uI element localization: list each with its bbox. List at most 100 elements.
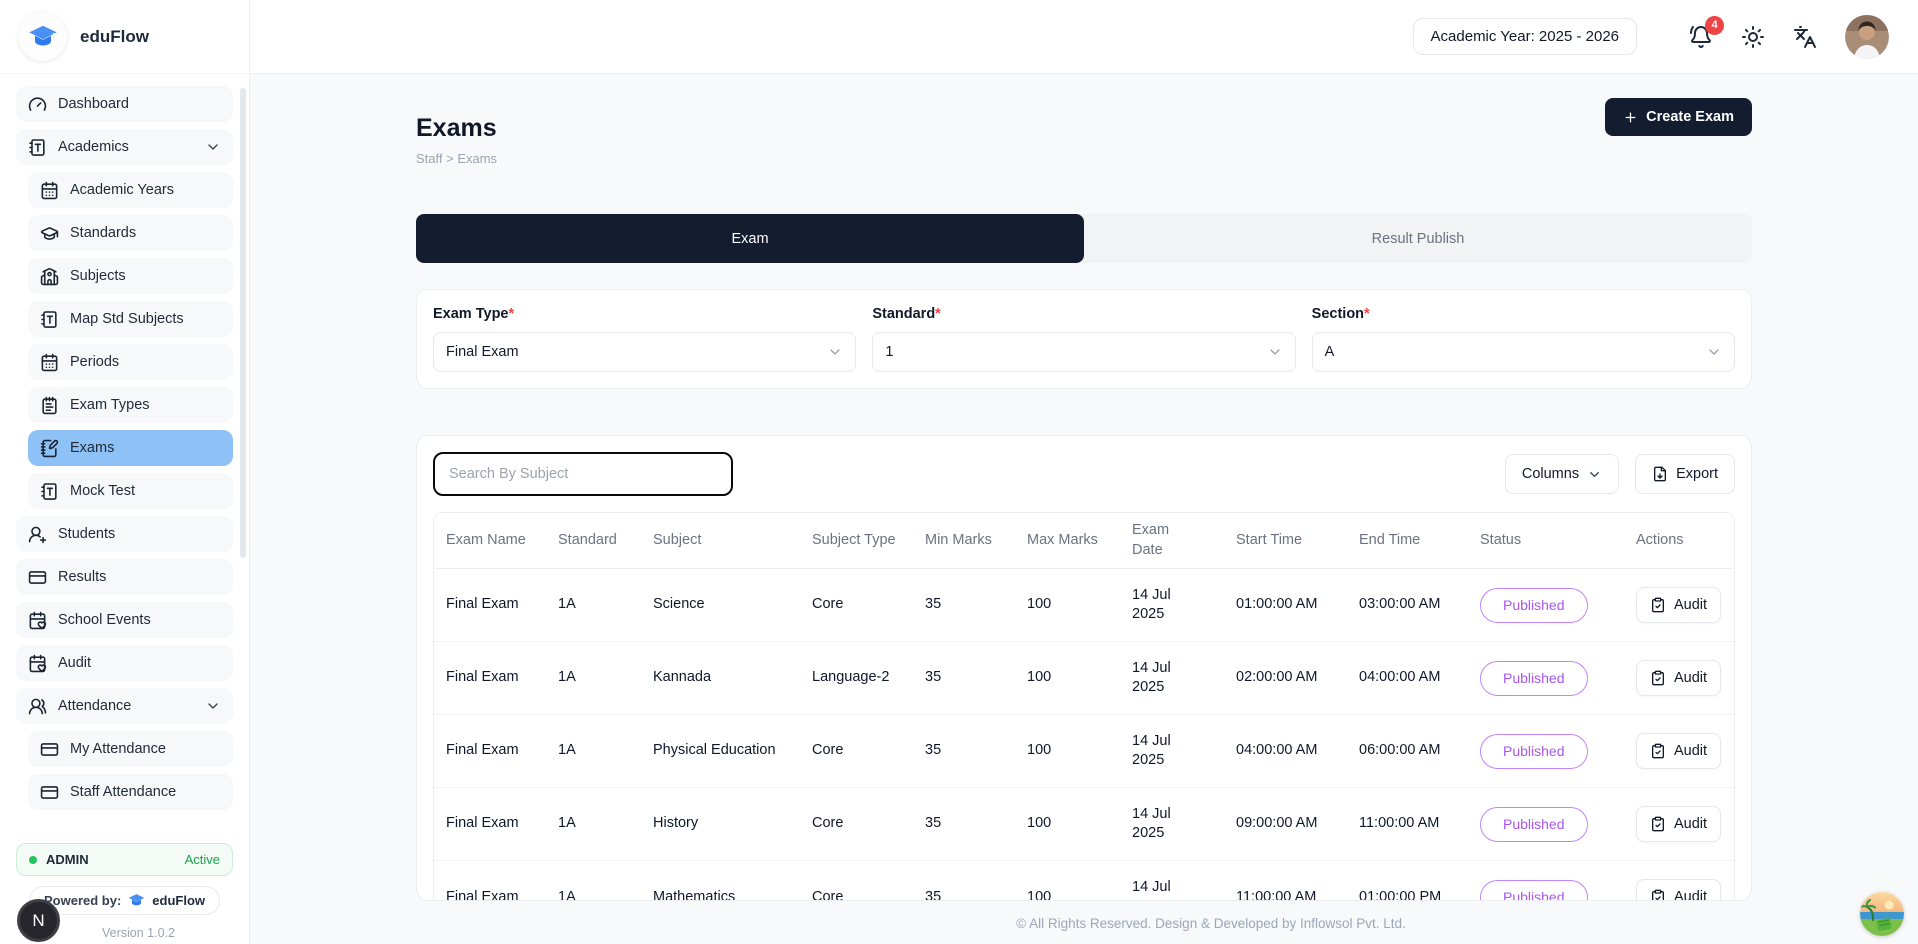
cell-start-time: 11:00:00 AM <box>1224 860 1347 900</box>
tab-bar: Exam Result Publish <box>416 214 1752 263</box>
clipboard-check-icon <box>1650 670 1666 686</box>
standard-select[interactable]: 1 <box>872 332 1296 372</box>
sidebar-item-academic-years[interactable]: Academic Years <box>28 172 233 208</box>
clipboard-check-icon <box>1650 597 1666 613</box>
sidebar-item-school-events[interactable]: School Events <box>16 602 233 638</box>
status-badge: Published <box>1480 660 1588 696</box>
table-row: Final Exam 1A Physical Education Core 35 100 1… <box>434 714 1734 789</box>
status-badge: Published <box>1480 879 1588 900</box>
sidebar-item-results[interactable]: Results <box>16 559 233 595</box>
exams-table-card: Columns Export <box>416 435 1752 901</box>
cell-subject-type: Language-2 <box>800 641 913 716</box>
calendar-days-icon <box>40 353 59 372</box>
sidebar-item-periods[interactable]: Periods <box>28 344 233 380</box>
admin-status-pill[interactable]: ADMIN Active <box>16 843 233 876</box>
cell-exam-name: Final Exam <box>434 641 546 716</box>
cell-standard: 1A <box>546 568 641 643</box>
sidebar-item-exams[interactable]: Exams <box>28 430 233 466</box>
columns-button[interactable]: Columns <box>1504 454 1620 494</box>
sidebar-item-students[interactable]: Students <box>16 516 233 552</box>
language-button[interactable] <box>1793 25 1817 49</box>
inflowsol-logo[interactable] <box>1860 892 1904 936</box>
cell-max-marks: 100 <box>1015 714 1120 789</box>
sidebar-item-dashboard[interactable]: Dashboard <box>16 86 233 122</box>
credit-card-icon <box>40 783 59 802</box>
eduflow-mini-logo-icon <box>128 892 145 909</box>
graduation-cap-icon <box>40 224 59 243</box>
breadcrumb: Staff > Exams <box>416 151 498 166</box>
column-header-end-time: End Time <box>1347 513 1468 570</box>
audit-button[interactable]: Audit <box>1636 587 1722 624</box>
sidebar-item-map-std-subjects[interactable]: Map Std Subjects <box>28 301 233 337</box>
required-mark: * <box>508 306 515 322</box>
standard-label: Standard* <box>872 306 941 322</box>
book-text-icon <box>40 482 59 501</box>
book-text-icon <box>40 310 59 329</box>
page-title: Exams <box>416 114 497 142</box>
audit-button[interactable]: Audit <box>1636 806 1722 843</box>
cell-min-marks: 35 <box>913 641 1015 716</box>
filter-panel: Exam Type* Final Exam Standard* 1 <box>416 289 1752 389</box>
cell-subject-type: Core <box>800 568 913 643</box>
academic-year-selector[interactable]: Academic Year: 2025 - 2026 <box>1412 18 1637 55</box>
notifications-button[interactable]: 4 <box>1689 15 1724 49</box>
brand-name: eduFlow <box>80 26 149 46</box>
required-mark: * <box>935 306 941 322</box>
sidebar-item-mock-test[interactable]: Mock Test <box>28 473 233 509</box>
cell-end-time: 03:00:00 AM <box>1347 568 1468 643</box>
cell-max-marks: 100 <box>1015 787 1120 862</box>
tab-result-publish[interactable]: Result Publish <box>1371 230 1465 247</box>
admin-status-text: Active <box>184 852 220 867</box>
user-avatar[interactable] <box>1845 14 1889 59</box>
theme-toggle-button[interactable] <box>1741 25 1765 49</box>
column-header-actions: Actions <box>1624 513 1734 570</box>
clipboard-check-icon <box>1650 816 1666 832</box>
plus-icon <box>1623 110 1638 125</box>
sidebar-item-attendance[interactable]: Attendance <box>16 688 233 724</box>
table-header-row: Exam Name Standard Subject Subject Type Min … <box>434 513 1734 570</box>
cell-start-time: 01:00:00 AM <box>1224 568 1347 643</box>
required-mark: * <box>1364 306 1370 322</box>
sidebar-item-my-attendance[interactable]: My Attendance <box>28 731 233 767</box>
sidebar-item-academics[interactable]: Academics <box>16 129 233 165</box>
calendar-days-icon <box>40 181 59 200</box>
sidebar-item-subjects[interactable]: Subjects <box>28 258 233 294</box>
cell-exam-name: Final Exam <box>434 568 546 643</box>
clipboard-check-icon <box>1650 889 1666 900</box>
sidebar-item-standards[interactable]: Standards <box>28 215 233 251</box>
cell-exam-date: 14 Jul 2025 <box>1120 641 1224 716</box>
audit-button[interactable]: Audit <box>1636 660 1722 697</box>
gauge-icon <box>28 95 47 114</box>
sidebar-scrollbar-thumb[interactable] <box>240 88 246 558</box>
exams-table: Exam Name Standard Subject Subject Type Min … <box>433 512 1735 900</box>
exam-type-label: Exam Type* <box>433 306 515 322</box>
cell-end-time: 06:00:00 AM <box>1347 714 1468 789</box>
copyright-text: © All Rights Reserved. Design & Develope… <box>1016 916 1406 931</box>
cell-end-time: 11:00:00 AM <box>1347 787 1468 862</box>
sidebar-item-audit[interactable]: Audit <box>16 645 233 681</box>
audit-button[interactable]: Audit <box>1636 733 1722 770</box>
sun-icon <box>1741 25 1765 49</box>
book-text-icon <box>28 138 47 157</box>
cell-end-time: 04:00:00 AM <box>1347 641 1468 716</box>
tab-exam[interactable]: Exam <box>416 214 1084 263</box>
cell-min-marks: 35 <box>913 860 1015 900</box>
search-input[interactable] <box>433 452 733 496</box>
column-header-max-marks: Max Marks <box>1015 513 1120 570</box>
audit-button[interactable]: Audit <box>1636 879 1722 900</box>
sidebar-item-staff-attendance[interactable]: Staff Attendance <box>28 774 233 810</box>
sidebar: eduFlow Dashboard Academics Academic Years… <box>0 0 250 944</box>
cell-start-time: 04:00:00 AM <box>1224 714 1347 789</box>
column-header-start-time: Start Time <box>1224 513 1347 570</box>
cell-subject: Mathematics <box>641 860 800 900</box>
powered-by-text: Powered by: <box>43 893 122 908</box>
section-select[interactable]: A <box>1311 332 1735 372</box>
cell-exam-date: 14 Jul 2025 <box>1120 787 1224 862</box>
sidebar-item-exam-types[interactable]: Exam Types <box>28 387 233 423</box>
export-button[interactable]: Export <box>1635 454 1735 494</box>
create-exam-button[interactable]: Create Exam <box>1605 98 1752 136</box>
online-dot-icon <box>29 855 37 864</box>
exam-type-select[interactable]: Final Exam <box>433 332 857 372</box>
chat-widget-button[interactable]: N <box>17 899 60 942</box>
